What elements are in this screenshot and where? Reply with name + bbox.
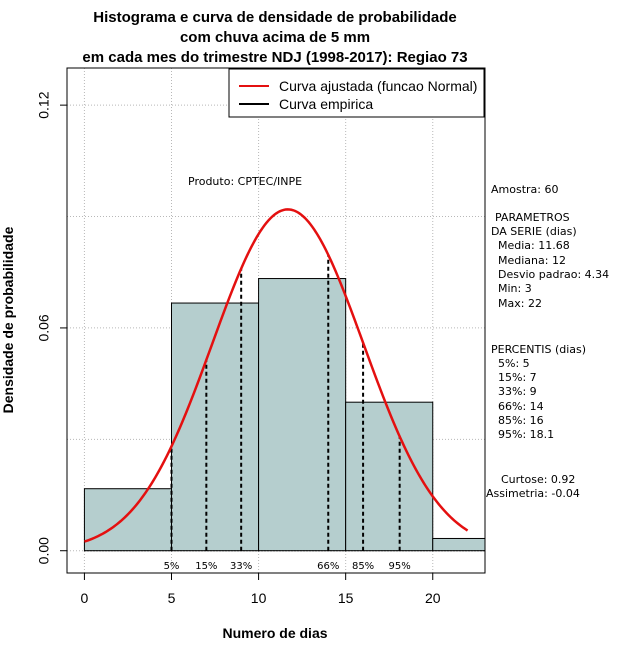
param-min: Min: 3 bbox=[498, 282, 532, 295]
percentile-label: 95% bbox=[389, 561, 411, 572]
chart-title-line-3: em cada mes do trimestre NDJ (1998-2017)… bbox=[82, 49, 467, 66]
legend-box bbox=[228, 68, 485, 118]
param-median: Mediana: 12 bbox=[498, 254, 566, 267]
percentile-lines: 5% 15% 33% 66% 85% 95% bbox=[164, 254, 411, 572]
histogram-bar bbox=[258, 278, 347, 552]
y-tick-label: 0.12 bbox=[36, 91, 52, 118]
x-tick-label: 0 bbox=[81, 590, 89, 606]
y-tick-label: 0.00 bbox=[36, 537, 52, 564]
normal-curve bbox=[84, 208, 469, 543]
histogram-bar bbox=[171, 302, 260, 552]
sample-size: Amostra: 60 bbox=[491, 183, 558, 196]
legend: Curva ajustada (funcao Normal) Curva emp… bbox=[228, 68, 485, 118]
side-panel: Amostra: 60 PARAMETROS DA SERIE (dias) M… bbox=[486, 183, 609, 500]
legend-label-empirical: Curva empirica bbox=[279, 96, 373, 112]
chart-title-line-1: Histograma e curva de densidade de proba… bbox=[93, 9, 456, 26]
percentile-66: 66%: 14 bbox=[498, 400, 544, 413]
bars-layer bbox=[83, 278, 486, 552]
percentile-label: 15% bbox=[195, 561, 217, 572]
x-tick-label: 15 bbox=[338, 590, 354, 606]
percentile-95: 95%: 18.1 bbox=[498, 428, 554, 441]
percentile-label: 66% bbox=[317, 561, 339, 572]
percentile-85: 85%: 16 bbox=[498, 414, 544, 427]
percentile-label: 5% bbox=[164, 561, 180, 572]
histogram-bar bbox=[83, 488, 172, 552]
chart-title-line-2: com chuva acima de 5 mm bbox=[180, 29, 370, 46]
x-tick-label: 5 bbox=[168, 590, 176, 606]
percentile-label: 85% bbox=[352, 561, 374, 572]
percentile-label: 33% bbox=[230, 561, 252, 572]
x-tick-label: 10 bbox=[251, 590, 267, 606]
params-title-1: PARAMETROS bbox=[495, 211, 570, 224]
product-annotation: Produto: CPTEC/INPE bbox=[188, 175, 302, 188]
histogram-bar bbox=[432, 537, 486, 552]
legend-label-normal: Curva ajustada (funcao Normal) bbox=[279, 78, 477, 94]
params-title-2: DA SERIE (dias) bbox=[491, 225, 577, 238]
axes-layer: 0 5 10 15 20 0.00 0.06 0.12 bbox=[36, 91, 441, 606]
histogram-bar bbox=[345, 401, 434, 552]
param-max: Max: 22 bbox=[498, 297, 542, 310]
percentile-5: 5%: 5 bbox=[498, 357, 530, 370]
param-stddev: Desvio padrao: 4.34 bbox=[498, 268, 609, 281]
param-mean: Media: 11.68 bbox=[498, 239, 570, 252]
percentiles-title: PERCENTIS (dias) bbox=[491, 343, 586, 356]
y-axis-title: Densidade de probabilidade bbox=[0, 226, 16, 413]
x-tick-label: 20 bbox=[425, 590, 441, 606]
percentile-33: 33%: 9 bbox=[498, 385, 537, 398]
percentile-15: 15%: 7 bbox=[498, 371, 537, 384]
kurtosis: Curtose: 0.92 bbox=[501, 473, 575, 486]
curve-layer bbox=[84, 208, 469, 543]
y-tick-label: 0.06 bbox=[36, 314, 52, 341]
x-axis-title: Numero de dias bbox=[222, 625, 327, 641]
skewness: Assimetria: -0.04 bbox=[486, 487, 580, 500]
